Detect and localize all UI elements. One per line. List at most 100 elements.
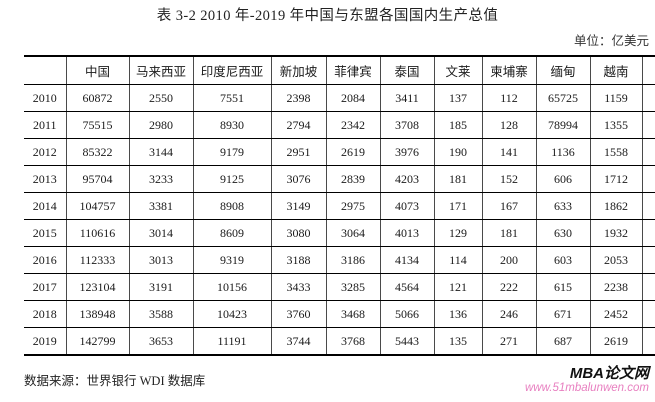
table-row: 2015 110616 3014 8609 3080 3064 4013 129 181 630 1…: [24, 219, 655, 247]
value-cell: 2398: [270, 84, 326, 112]
value-cell: 1862: [589, 192, 642, 220]
year-cell: 2016: [24, 246, 66, 274]
year-cell: 2014: [24, 192, 66, 220]
value-cell: 3233: [128, 165, 193, 193]
column-header-country: 新加坡: [270, 55, 326, 85]
value-cell: 78994: [535, 111, 590, 139]
value-cell: 3188: [270, 246, 326, 274]
value-cell: 5443: [379, 327, 434, 356]
year-cell: 2015: [24, 219, 66, 247]
value-cell: 3708: [379, 111, 434, 139]
value-cell: 4073: [379, 192, 434, 220]
value-cell: 271: [481, 327, 536, 356]
value-cell: 9319: [192, 246, 271, 274]
column-header-country: 缅甸: [535, 55, 590, 85]
value-cell: 114: [433, 246, 482, 274]
value-cell: 190: [433, 138, 482, 166]
value-cell: 1355: [589, 111, 642, 139]
value-cell: 135: [433, 327, 482, 356]
value-cell: 3760: [270, 300, 326, 328]
value-cell: 603: [535, 246, 590, 274]
year-cell: 2017: [24, 273, 66, 301]
value-cell: 3768: [325, 327, 380, 356]
value-cell: 3191: [128, 273, 193, 301]
value-cell: 129: [433, 219, 482, 247]
watermark-brand: MBA论文网: [569, 365, 649, 382]
value-cell: 2619: [589, 327, 642, 356]
value-cell: 142799: [65, 327, 129, 356]
value-cell: 85322: [65, 138, 129, 166]
table-row: 2012 85322 3144 9179 2951 2619 3976 190 141 1136 1…: [24, 138, 655, 166]
value-cell: 246: [481, 300, 536, 328]
value-cell: 167: [481, 192, 536, 220]
value-cell: 136: [433, 300, 482, 328]
value-cell: 2975: [325, 192, 380, 220]
value-cell: 200: [481, 246, 536, 274]
value-cell: 2550: [128, 84, 193, 112]
source-note: 数据来源：世界银行 WDI 数据库: [24, 374, 206, 388]
value-cell: 8908: [192, 192, 271, 220]
table-row: 2018 138948 3588 10423 3760 3468 5066 136 246 671…: [24, 300, 655, 328]
year-cell: 2013: [24, 165, 66, 193]
column-header-country: 印度尼西亚: [192, 55, 271, 85]
table-header-row: 中国马来西亚印度尼西亚新加坡菲律宾泰国文莱柬埔寨缅甸越南老挝: [24, 55, 655, 85]
value-cell: 10156: [192, 273, 271, 301]
value-cell: 3381: [128, 192, 193, 220]
value-cell: 1932: [589, 219, 642, 247]
column-header-country: 泰国: [379, 55, 434, 85]
column-header-year: [24, 55, 66, 85]
page-title: 表 3-2 2010 年-2019 年中国与东盟各国国内生产总值: [156, 8, 499, 24]
value-cell: 4013: [379, 219, 434, 247]
value-cell: 171: [433, 192, 482, 220]
value-cell: 1558: [589, 138, 642, 166]
table-row: 2013 95704 3233 9125 3076 2839 4203 181 152 606 17…: [24, 165, 655, 193]
value-cell: 3285: [325, 273, 380, 301]
value-cell: 102: [641, 138, 655, 166]
value-cell: 123104: [65, 273, 129, 301]
value-cell: 9125: [192, 165, 271, 193]
value-cell: 159: [641, 246, 655, 274]
value-cell: 3744: [270, 327, 326, 356]
value-cell: 4203: [379, 165, 434, 193]
value-cell: 3588: [128, 300, 193, 328]
value-cell: 4564: [379, 273, 434, 301]
value-cell: 3411: [379, 84, 434, 112]
value-cell: 2452: [589, 300, 642, 328]
value-cell: 104757: [65, 192, 129, 220]
value-cell: 11191: [192, 327, 271, 356]
value-cell: 185: [433, 111, 482, 139]
value-cell: 9179: [192, 138, 271, 166]
watermark-url: www.51mbalunwen.com: [524, 382, 649, 394]
table-row: 2016 112333 3013 9319 3188 3186 4134 114 200 603 2…: [24, 246, 655, 274]
value-cell: 1159: [589, 84, 642, 112]
table-row: 2019 142799 3653 11191 3744 3768 5443 135 271 687…: [24, 327, 655, 356]
unit-label: 单位：亿美元: [573, 34, 649, 48]
value-cell: 633: [535, 192, 590, 220]
value-cell: 3468: [325, 300, 380, 328]
value-cell: 60872: [65, 84, 129, 112]
value-cell: 181: [481, 219, 536, 247]
value-cell: 3186: [325, 246, 380, 274]
value-cell: 141: [481, 138, 536, 166]
value-cell: 2839: [325, 165, 380, 193]
value-cell: 120: [641, 165, 655, 193]
value-cell: 95704: [65, 165, 129, 193]
value-cell: 2619: [325, 138, 380, 166]
year-cell: 2019: [24, 327, 66, 356]
value-cell: 152: [481, 165, 536, 193]
value-cell: 4134: [379, 246, 434, 274]
value-cell: 110616: [65, 219, 129, 247]
value-cell: 3076: [270, 165, 326, 193]
value-cell: 5066: [379, 300, 434, 328]
value-cell: 2084: [325, 84, 380, 112]
column-header-country: 马来西亚: [128, 55, 193, 85]
value-cell: 112: [481, 84, 536, 112]
value-cell: 2053: [589, 246, 642, 274]
value-cell: 606: [535, 165, 590, 193]
table-row: 2010 60872 2550 7551 2398 2084 3411 137 112 65725…: [24, 84, 655, 112]
value-cell: 630: [535, 219, 590, 247]
table-body: 2010 60872 2550 7551 2398 2084 3411 137 112 65725…: [24, 84, 655, 356]
value-cell: 181: [433, 165, 482, 193]
year-cell: 2010: [24, 84, 66, 112]
